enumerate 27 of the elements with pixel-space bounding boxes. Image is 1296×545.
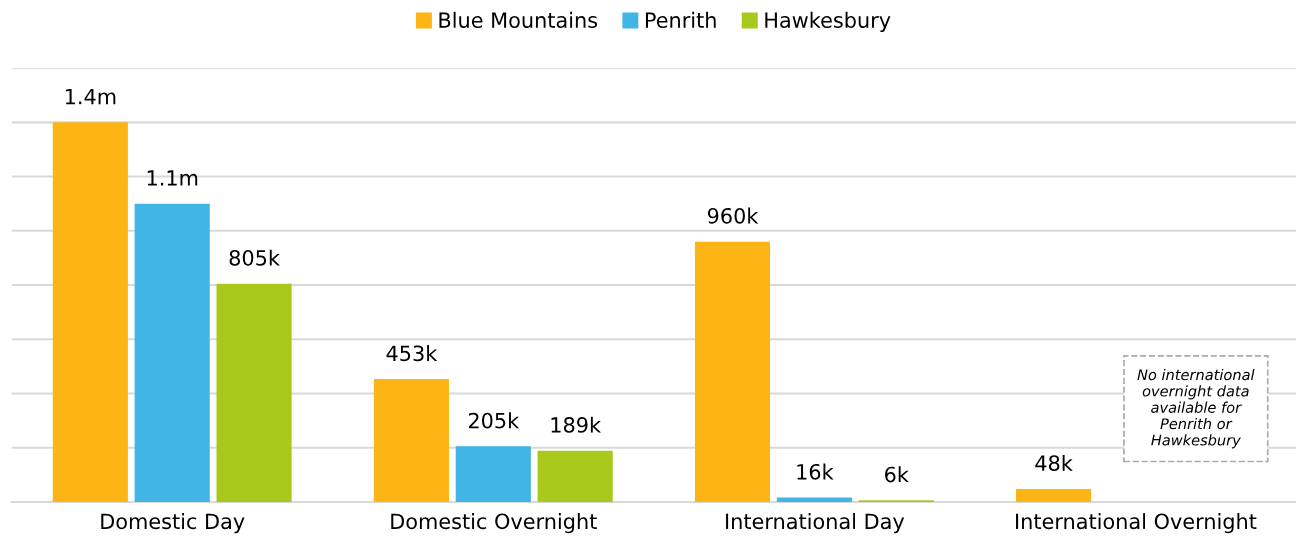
x-tick-label: Domestic Overnight xyxy=(391,513,597,534)
bar xyxy=(134,203,210,502)
data-label: 1.4m xyxy=(65,88,116,105)
data-label: 48k xyxy=(1035,454,1073,472)
data-label: 205k xyxy=(468,412,520,429)
annotation: No international overnight data available for Penrith or Hawkesbury xyxy=(1137,368,1255,449)
bar xyxy=(694,241,771,502)
legend-label: Penrith xyxy=(645,11,716,28)
x-tick-label: International Overnight xyxy=(1016,513,1257,534)
bar xyxy=(776,497,852,502)
data-label: 960k xyxy=(707,207,759,224)
x-tick-label: Domestic Day xyxy=(101,513,245,534)
data-label: 453k xyxy=(386,345,438,362)
bar xyxy=(216,283,292,502)
data-label: 16k xyxy=(797,463,834,480)
bar xyxy=(455,446,531,502)
data-label: 805k xyxy=(229,249,280,266)
legend-label: Hawkesbury xyxy=(765,11,891,33)
x-tick-label: International Day xyxy=(726,513,905,534)
bar xyxy=(373,379,449,502)
legend-label: Blue Mountains xyxy=(439,11,598,28)
data-label: 6k xyxy=(885,466,909,483)
data-label: 189k xyxy=(551,416,602,433)
bar xyxy=(1016,488,1092,502)
bar xyxy=(537,450,613,502)
data-label: 1.1m xyxy=(147,170,198,186)
bar xyxy=(52,122,128,502)
